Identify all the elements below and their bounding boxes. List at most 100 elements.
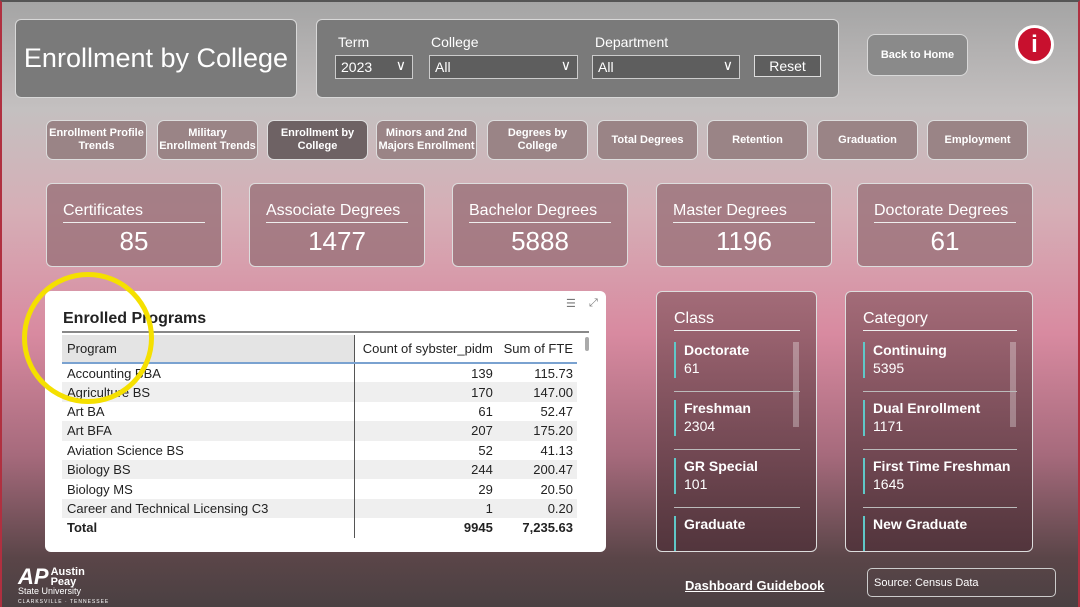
kpi-card: Certificates 85 <box>46 183 222 267</box>
cell-count: 244 <box>354 459 497 480</box>
class-item[interactable]: Graduate <box>674 508 800 551</box>
nav-button[interactable]: Employment <box>927 120 1028 160</box>
nav-button[interactable]: Enrollment by College <box>267 120 368 160</box>
class-item[interactable]: Freshman 2304 <box>674 392 800 450</box>
kpi-value: 85 <box>119 226 149 256</box>
nav-label: Total Degrees <box>611 133 684 146</box>
item-value: 5395 <box>873 360 905 376</box>
nav-label: Military <box>188 127 227 139</box>
item-accent-bar <box>863 458 865 494</box>
cell-fte: 0.20 <box>496 498 577 519</box>
kpi-label: Master Degrees <box>673 202 815 223</box>
kpi-card: Associate Degrees 1477 <box>249 183 425 267</box>
table-row[interactable]: Art BA 61 52.47 <box>62 401 577 422</box>
nav-button[interactable]: Enrollment Profile Trends <box>46 120 147 160</box>
info-icon[interactable]: i <box>1015 25 1054 64</box>
item-accent-bar <box>674 400 676 436</box>
table-row[interactable]: Aviation Science BS 52 41.13 <box>62 440 577 460</box>
cell-count: 139 <box>471 365 493 381</box>
item-accent-bar <box>863 400 865 436</box>
cell-program: Biology BS <box>62 459 355 480</box>
nav-button[interactable]: Total Degrees <box>597 120 698 160</box>
nav-label: Enrollment Trends <box>159 140 256 152</box>
nav-label: Graduation <box>838 133 897 146</box>
item-value: 2304 <box>684 418 716 434</box>
category-item[interactable]: First Time Freshman 1645 <box>863 450 1017 508</box>
category-panel: Category Continuing 5395 Dual Enrollment 11… <box>845 291 1033 552</box>
item-value: 1171 <box>873 418 904 434</box>
kpi-value: 1196 <box>716 226 772 256</box>
college-dropdown[interactable]: All ∨ <box>429 55 578 79</box>
nav-label: Enrollment by <box>280 127 355 139</box>
item-name: First Time Freshman <box>873 458 1011 474</box>
nav-button[interactable]: Minors and 2nd Majors Enrollment <box>376 120 477 160</box>
class-panel: Class Doctorate 61 Freshman 2304 GR Special 1… <box>656 291 817 552</box>
cell-fte: 147.00 <box>496 382 577 402</box>
item-accent-bar <box>674 516 676 551</box>
dashboard-guidebook-link[interactable]: Dashboard Guidebook <box>685 578 825 593</box>
university-logo: AP Austin Peay State University CLARKSVI… <box>18 564 110 606</box>
class-item[interactable]: Doctorate 61 <box>674 334 800 392</box>
department-dropdown[interactable]: All ∨ <box>592 55 740 79</box>
cell-count: 29 <box>478 481 493 497</box>
nav-button[interactable]: Military Enrollment Trends <box>157 120 258 160</box>
enrolled-programs-table: ☰ ⤢ Enrolled Programs Program Count of s… <box>45 291 606 552</box>
item-value: 1645 <box>873 476 905 492</box>
cell-fte: 115.73 <box>534 365 573 381</box>
nav-button[interactable]: Graduation <box>817 120 918 160</box>
department-label: Department <box>595 34 669 50</box>
kpi-label: Certificates <box>63 202 205 223</box>
nav-label: College <box>297 140 338 152</box>
nav-label: Employment <box>944 133 1011 146</box>
class-title: Class <box>674 310 800 331</box>
cell-program: Agriculture BS <box>62 382 355 402</box>
chevron-down-icon: ∨ <box>722 57 733 73</box>
category-item[interactable]: New Graduate <box>863 508 1017 551</box>
kpi-label: Associate Degrees <box>266 202 408 223</box>
reset-button[interactable]: Reset <box>754 55 821 77</box>
category-item[interactable]: Continuing 5395 <box>863 334 1017 392</box>
table-row[interactable]: Accounting BBA 139 115.73 <box>62 363 577 383</box>
college-label: College <box>431 34 479 50</box>
logo-line3: CLARKSVILLE · TENNESSEE <box>18 599 110 605</box>
filter-icon[interactable]: ☰ <box>566 298 576 310</box>
kpi-label: Bachelor Degrees <box>469 202 611 223</box>
category-title: Category <box>863 310 1017 331</box>
column-header-fte[interactable]: Sum of FTE <box>496 335 577 364</box>
item-name: GR Special <box>684 458 758 474</box>
logo-line1: Austin Peay <box>50 566 85 588</box>
column-header-count[interactable]: Count of sybster_pidm <box>354 335 497 364</box>
cell-program: Art BA <box>62 401 355 422</box>
table-row[interactable]: Career and Technical Licensing C3 1 0.20 <box>62 498 577 519</box>
cell-count: 1 <box>354 498 497 519</box>
scrollbar[interactable] <box>793 342 799 427</box>
nav-button[interactable]: Retention <box>707 120 808 160</box>
logo-mark: AP <box>18 564 49 589</box>
total-fte: 7,235.63 <box>522 520 573 536</box>
kpi-value: 5888 <box>511 226 569 256</box>
cell-program: Aviation Science BS <box>62 440 355 460</box>
item-value: 101 <box>684 476 708 492</box>
cell-program: Career and Technical Licensing C3 <box>62 498 355 519</box>
cell-fte: 41.13 <box>540 442 573 458</box>
item-name: New Graduate <box>873 516 968 532</box>
cell-fte: 175.20 <box>496 421 577 441</box>
category-item[interactable]: Dual Enrollment 1171 <box>863 392 1017 450</box>
column-header-program[interactable]: Program <box>62 335 355 364</box>
table-title: Enrolled Programs <box>63 310 207 327</box>
class-item[interactable]: GR Special 101 <box>674 450 800 508</box>
scrollbar[interactable] <box>585 337 589 351</box>
table-row[interactable]: Biology MS 29 20.50 <box>62 479 577 499</box>
table-row[interactable]: Biology BS 244 200.47 <box>62 459 577 480</box>
kpi-card: Doctorate Degrees 61 <box>857 183 1033 267</box>
item-name: Dual Enrollment <box>873 400 981 416</box>
nav-button[interactable]: Degrees by College <box>487 120 588 160</box>
expand-icon[interactable]: ⤢ <box>589 297 598 309</box>
term-dropdown[interactable]: 2023 ∨ <box>335 55 413 79</box>
nav-label: Degrees by <box>507 127 568 139</box>
scrollbar[interactable] <box>1010 342 1016 427</box>
table-row[interactable]: Agriculture BS 170 147.00 <box>62 382 577 402</box>
table-row[interactable]: Art BFA 207 175.20 <box>62 421 577 441</box>
college-value: All <box>435 59 451 75</box>
back-to-home-button[interactable]: Back to Home <box>867 34 968 76</box>
